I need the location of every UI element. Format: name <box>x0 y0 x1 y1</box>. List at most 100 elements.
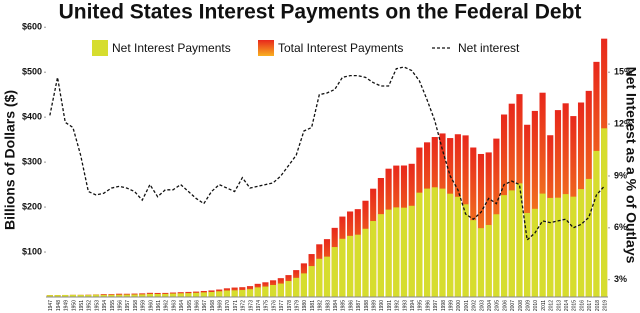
bar <box>331 247 338 297</box>
bar <box>169 293 177 297</box>
x-tick-label: 1961 <box>156 300 162 311</box>
x-tick-label: 1971 <box>233 300 239 311</box>
bar <box>493 214 500 297</box>
x-tick-label: 1973 <box>248 300 254 311</box>
x-tick-label: 1963 <box>171 300 177 311</box>
bar <box>146 293 154 297</box>
bar <box>531 110 538 298</box>
x-tick-label: 2015 <box>572 300 578 311</box>
x-tick-label: 1996 <box>425 300 431 311</box>
x-tick-label: 2007 <box>510 300 516 311</box>
bar <box>208 292 215 297</box>
bar <box>270 284 277 297</box>
x-tick-label: 2016 <box>579 300 585 311</box>
bar <box>216 291 223 297</box>
x-tick-label: 1986 <box>348 300 354 311</box>
bar <box>123 294 130 297</box>
x-tick-label: 2008 <box>518 300 524 311</box>
y2-tick-label: 12% <box>614 118 632 128</box>
bar <box>462 204 469 297</box>
bar <box>547 197 554 297</box>
y2-axis-label: Net Interest as a % of Outlays <box>623 67 639 264</box>
y-tick-label: $200 <box>22 201 42 211</box>
x-tick-label: 1981 <box>310 300 316 311</box>
x-tick-label: 1960 <box>148 300 154 311</box>
x-tick-label: 1999 <box>449 300 455 311</box>
bar <box>316 258 323 297</box>
x-tick-label: 2014 <box>564 300 570 311</box>
bar <box>277 283 284 297</box>
x-tick-label: 1953 <box>94 300 100 311</box>
bar <box>116 294 123 297</box>
bar <box>200 292 207 297</box>
y2-tick-label: 15% <box>614 67 632 77</box>
x-tick-label: 1956 <box>117 300 123 311</box>
bar <box>562 194 569 297</box>
bar <box>246 289 254 297</box>
x-tick-label: 1951 <box>79 300 85 311</box>
bar <box>100 294 107 297</box>
x-tick-label: 1983 <box>325 300 331 311</box>
legend-label: Net interest <box>458 41 520 55</box>
bar <box>601 128 608 297</box>
x-tick-label: 1965 <box>187 300 193 311</box>
bar <box>570 196 577 297</box>
x-tick-label: 2010 <box>533 300 539 311</box>
legend-label: Net Interest Payments <box>112 41 231 55</box>
bar <box>477 153 485 297</box>
y-tick-label: $400 <box>22 112 42 122</box>
bar <box>539 193 546 297</box>
y-tick-label: $100 <box>22 246 42 256</box>
bar <box>354 234 361 297</box>
bar <box>308 266 315 297</box>
bar <box>347 235 354 297</box>
bar <box>139 294 146 297</box>
bar <box>554 197 562 297</box>
x-tick-label: 1987 <box>356 300 362 311</box>
bar <box>177 293 184 297</box>
x-tick-label: 1990 <box>379 300 385 311</box>
bar <box>500 195 508 297</box>
x-tick-label: 2003 <box>479 300 485 311</box>
x-tick-label: 1992 <box>395 300 401 311</box>
bar <box>524 124 531 297</box>
x-tick-label: 1967 <box>202 300 208 311</box>
bar <box>300 273 307 297</box>
x-tick-label: 2002 <box>472 300 478 311</box>
x-tick-label: 1970 <box>225 300 231 311</box>
bar <box>593 150 600 297</box>
x-tick-label: 1947 <box>48 300 54 311</box>
x-tick-label: 1982 <box>318 300 324 311</box>
overlay: $100 $200 $300 $400 $500 $600 3% 6% 9% 12% 15% 1947… <box>22 22 632 312</box>
x-tick-label: 1968 <box>210 300 216 311</box>
legend-swatch <box>258 40 274 56</box>
bar <box>385 209 392 297</box>
bar <box>323 256 331 297</box>
bar <box>193 292 200 297</box>
y2-tick-label: 9% <box>614 170 627 180</box>
x-tick-label: 1984 <box>333 300 339 311</box>
x-tick-label: 1964 <box>179 300 185 311</box>
bar <box>69 294 77 297</box>
bar <box>508 190 515 297</box>
x-tick-label: 1977 <box>279 300 285 311</box>
bar <box>362 228 369 297</box>
bar <box>154 293 161 297</box>
y2-tick-label: 6% <box>614 222 627 232</box>
bar <box>516 183 523 297</box>
x-tick-label: 1978 <box>287 300 293 311</box>
x-tick-label: 1948 <box>56 300 62 311</box>
x-tick-label: 2005 <box>495 300 501 311</box>
y2-tick-label: 3% <box>614 274 627 284</box>
bar <box>393 207 400 297</box>
x-tick-label: 1989 <box>372 300 378 311</box>
bar <box>531 208 538 297</box>
bar <box>185 293 192 297</box>
y-tick-label: $600 <box>22 22 42 32</box>
x-tick-label: 1962 <box>164 300 170 311</box>
chart-title: United States Interest Payments on the F… <box>59 1 582 24</box>
x-tick-label: 1994 <box>410 300 416 311</box>
bar <box>162 293 169 297</box>
x-tick-label: 1976 <box>271 300 277 311</box>
x-tick-label: 2000 <box>456 300 462 311</box>
